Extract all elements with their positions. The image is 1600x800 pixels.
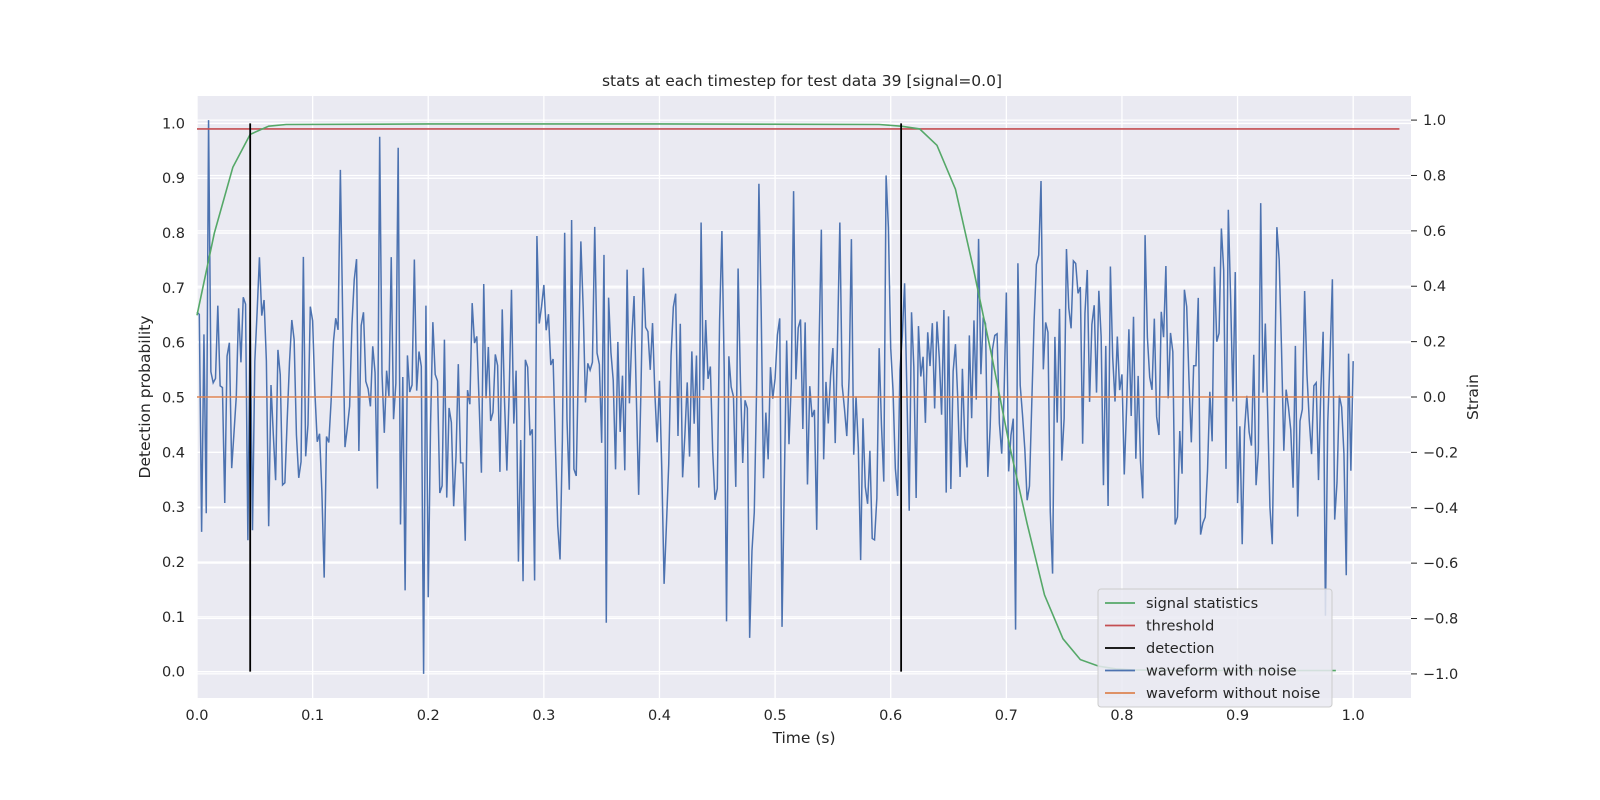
y-tick-label: 1.0 <box>162 116 185 132</box>
y-right-tick-label: 0.6 <box>1423 224 1446 240</box>
x-tick-label: 0.8 <box>1110 708 1133 724</box>
y-right-tick-label: −1.0 <box>1423 667 1458 683</box>
y-axis-label: Detection probability <box>136 316 154 479</box>
y-tick-label: 0.6 <box>162 336 185 352</box>
chart-title: stats at each timestep for test data 39 … <box>602 72 1002 90</box>
y-tick-label: 0.1 <box>162 610 185 626</box>
y-right-tick-label: −0.6 <box>1423 556 1458 572</box>
y-tick-label: 0.4 <box>162 445 185 461</box>
y-tick-label: 0.5 <box>162 391 185 407</box>
y-tick-label: 0.8 <box>162 226 185 242</box>
y-right-tick-label: 0.0 <box>1423 390 1446 406</box>
legend-label: detection <box>1146 641 1214 657</box>
series-layer <box>196 120 1400 674</box>
legend-label: signal statistics <box>1146 596 1258 612</box>
x-tick-label: 0.2 <box>417 708 440 724</box>
y-right-tick-label: −0.4 <box>1423 501 1458 517</box>
series-waveform-with-noise <box>196 120 1354 674</box>
y-right-tick-label: 0.8 <box>1423 168 1446 184</box>
legend: signal statistics threshold detection wavef… <box>1097 588 1333 708</box>
x-tick-label: 0.3 <box>532 708 555 724</box>
x-tick-label: 0.5 <box>764 708 787 724</box>
legend-label: waveform with noise <box>1146 664 1297 680</box>
y-right-tick-label: 0.4 <box>1423 279 1446 295</box>
y-axis-right-label: Strain <box>1464 374 1482 420</box>
legend-label: threshold <box>1146 619 1214 635</box>
y-right-tick-label: −0.8 <box>1423 612 1458 628</box>
y-axis-ticks: 0.0 0.1 0.2 0.3 0.4 0.5 0.6 0.7 0.8 0.9 1.0 <box>162 116 185 680</box>
x-tick-label: 0.9 <box>1226 708 1249 724</box>
x-tick-label: 1.0 <box>1342 708 1365 724</box>
y-right-tick-label: −0.2 <box>1423 445 1458 461</box>
y-tick-label: 0.7 <box>162 281 185 297</box>
x-tick-label: 0.7 <box>995 708 1018 724</box>
y-right-tick-label: 1.0 <box>1423 113 1446 129</box>
y-tick-label: 0.3 <box>162 500 185 516</box>
y-right-tick-label: 0.2 <box>1423 335 1446 351</box>
y-tick-label: 0.9 <box>162 171 185 187</box>
y-tick-label: 0.0 <box>162 665 185 681</box>
x-tick-label: 0.1 <box>301 708 324 724</box>
y-tick-label: 0.2 <box>162 555 185 571</box>
x-tick-label: 0.6 <box>879 708 902 724</box>
y-axis-right-ticks: −1.0 −0.8 −0.6 −0.4 −0.2 0.0 0.2 0.4 0.6 0.8 1.0 <box>1411 113 1458 683</box>
x-axis-label: Time (s) <box>771 729 835 747</box>
legend-box <box>1097 588 1333 708</box>
x-axis-ticks: 0.0 0.1 0.2 0.3 0.4 0.5 0.6 0.7 0.8 0.9 1.0 <box>185 708 1364 724</box>
legend-label: waveform without noise <box>1146 686 1320 702</box>
x-tick-label: 0.4 <box>648 708 671 724</box>
x-tick-label: 0.0 <box>185 708 208 724</box>
